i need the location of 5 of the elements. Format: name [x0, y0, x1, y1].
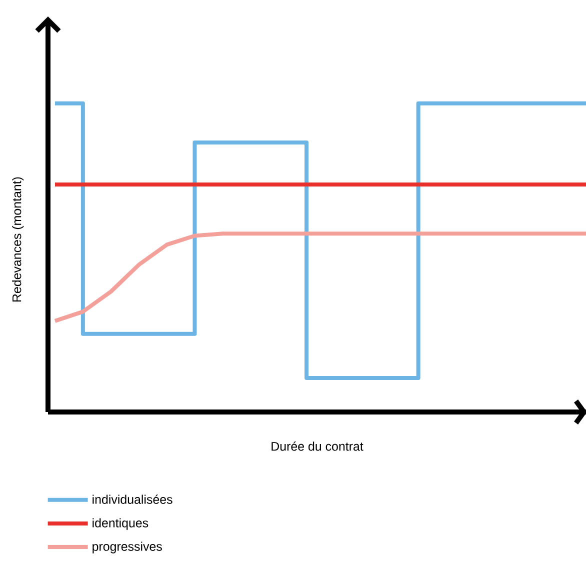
legend-label: identiques — [92, 518, 148, 530]
x-axis-title: Durée du contrat — [272, 441, 364, 451]
legend-label: progressives — [92, 542, 162, 554]
y-axis-title: Redevances (montant) — [12, 177, 24, 302]
legend-label: individualisées — [92, 494, 172, 504]
